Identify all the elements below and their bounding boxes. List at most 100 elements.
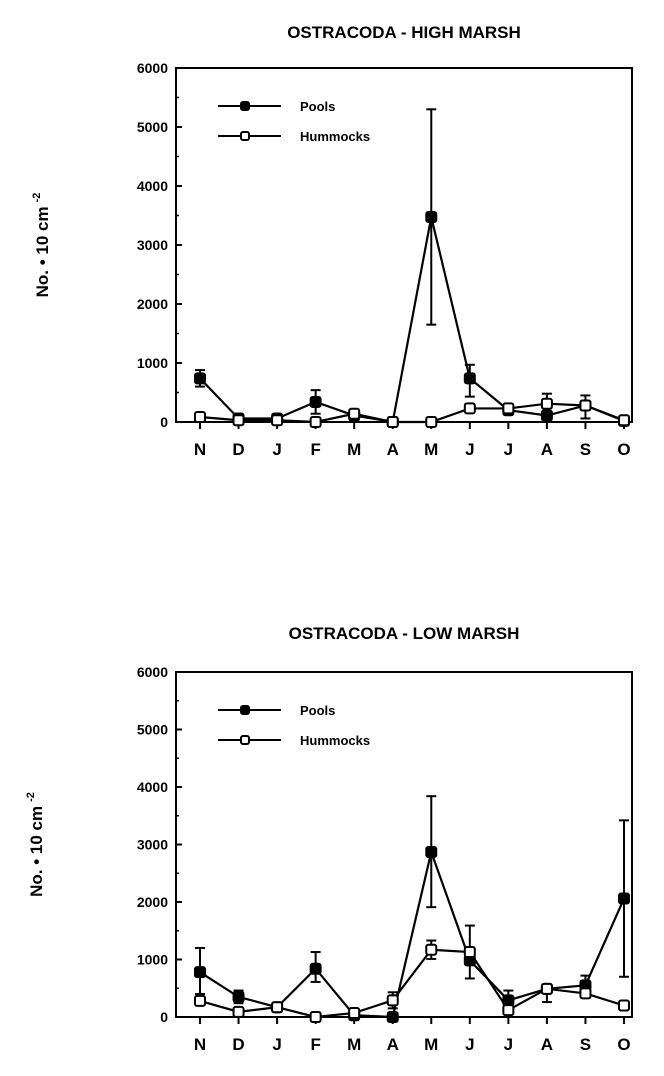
series-hummocks: [194, 924, 630, 1023]
series-line: [199, 216, 625, 424]
y-tick-label: 0: [160, 414, 168, 430]
data-point: [463, 402, 476, 415]
x-tick-label: D: [232, 440, 244, 459]
series-hummocks: [194, 392, 630, 428]
y-tick-label: 3000: [137, 837, 168, 853]
x-tick-label: J: [465, 1035, 474, 1054]
y-tick-label: 6000: [137, 664, 168, 680]
y-tick-label: 1000: [137, 952, 168, 968]
y-tick-label: 5000: [137, 119, 168, 135]
legend-marker: [240, 705, 250, 715]
y-axis-label: No. • 10 cm -2: [31, 193, 52, 298]
x-tick-label: A: [387, 1035, 399, 1054]
y-tick-label: 3000: [137, 237, 168, 253]
x-tick-label: M: [424, 1035, 438, 1054]
series-pools: [194, 108, 630, 428]
y-tick-label: 0: [160, 1009, 168, 1025]
legend: Pools Hummocks: [218, 99, 370, 144]
x-tick-label: O: [617, 440, 630, 459]
y-tick-label: 4000: [137, 779, 168, 795]
y-tick-label: 2000: [137, 296, 168, 312]
x-tick-label: S: [580, 440, 591, 459]
chart-low-marsh: OSTRACODA - LOW MARSH No. • 10 cm -2 0 1000 2…: [25, 624, 633, 1054]
legend-label: Hummocks: [300, 129, 370, 144]
x-tick-label: O: [617, 1035, 630, 1054]
y-axis-label: No. • 10 cm -2: [25, 792, 46, 897]
legend-label: Hummocks: [300, 733, 370, 748]
data-point: [463, 372, 476, 385]
data-point: [194, 372, 206, 385]
chart-title: OSTRACODA - HIGH MARSH: [287, 23, 521, 42]
data-point: [271, 414, 284, 427]
data-point: [232, 1005, 245, 1018]
x-tick-label: M: [347, 1035, 361, 1054]
legend-marker: [240, 735, 250, 745]
data-point: [579, 399, 592, 412]
data-point: [502, 1004, 515, 1017]
x-tick-label: F: [310, 440, 320, 459]
series-line: [199, 402, 625, 424]
x-tick-label: J: [504, 1035, 513, 1054]
data-point: [425, 943, 438, 956]
x-tick-label: M: [347, 440, 361, 459]
data-point: [309, 1011, 322, 1023]
x-tick-label: N: [194, 1035, 206, 1054]
data-point: [309, 416, 322, 428]
legend-label: Pools: [300, 703, 335, 718]
x-tick-label: S: [580, 1035, 591, 1054]
data-point: [194, 410, 206, 423]
x-tick-label: M: [424, 440, 438, 459]
x-tick-label: J: [272, 1035, 281, 1054]
data-point: [540, 397, 553, 410]
data-point: [232, 414, 245, 427]
x-tick-label: D: [232, 1035, 244, 1054]
y-tick-label: 1000: [137, 355, 168, 371]
data-point: [502, 402, 515, 415]
y-tick-label: 6000: [137, 60, 168, 76]
y-tick-label: 5000: [137, 722, 168, 738]
series-line: [199, 948, 625, 1019]
legend-label: Pools: [300, 99, 335, 114]
data-point: [425, 210, 438, 223]
data-point: [309, 962, 322, 975]
legend-marker: [240, 101, 250, 111]
chart-title: OSTRACODA - LOW MARSH: [289, 624, 520, 643]
data-point: [618, 414, 630, 427]
y-axis-label-text: No. • 10 cm: [27, 806, 46, 897]
data-point: [309, 395, 322, 408]
series-pools: [194, 795, 630, 1023]
data-point: [618, 999, 630, 1012]
data-point: [425, 416, 438, 428]
y-tick-label: 2000: [137, 894, 168, 910]
y-axis-label-superscript: -2: [25, 792, 37, 802]
data-point: [618, 892, 630, 905]
plot-frame: [175, 67, 633, 423]
data-point: [232, 990, 245, 1003]
data-point: [271, 1001, 284, 1014]
legend: Pools Hummocks: [218, 703, 370, 748]
data-point: [463, 946, 476, 959]
data-point: [194, 994, 206, 1007]
x-tick-label: J: [465, 440, 474, 459]
data-point: [386, 416, 399, 428]
series-line: [199, 848, 626, 1019]
y-axis-label-text: No. • 10 cm: [33, 206, 52, 297]
data-point: [386, 1011, 399, 1023]
data-point: [348, 1006, 361, 1019]
legend-marker: [240, 131, 250, 141]
chart-high-marsh: OSTRACODA - HIGH MARSH No. • 10 cm -2 0 1000…: [31, 23, 633, 459]
data-point: [348, 407, 361, 420]
y-tick-label: 4000: [137, 178, 168, 194]
data-point: [386, 994, 399, 1007]
x-tick-label: F: [310, 1035, 320, 1054]
x-tick-label: A: [541, 440, 553, 459]
data-point: [425, 845, 438, 858]
x-tick-label: A: [387, 440, 399, 459]
data-point: [540, 982, 553, 995]
data-point: [194, 966, 206, 979]
x-tick-label: J: [272, 440, 281, 459]
y-axis-label-superscript: -2: [31, 193, 43, 203]
x-tick-label: J: [504, 440, 513, 459]
data-point: [579, 987, 592, 1000]
